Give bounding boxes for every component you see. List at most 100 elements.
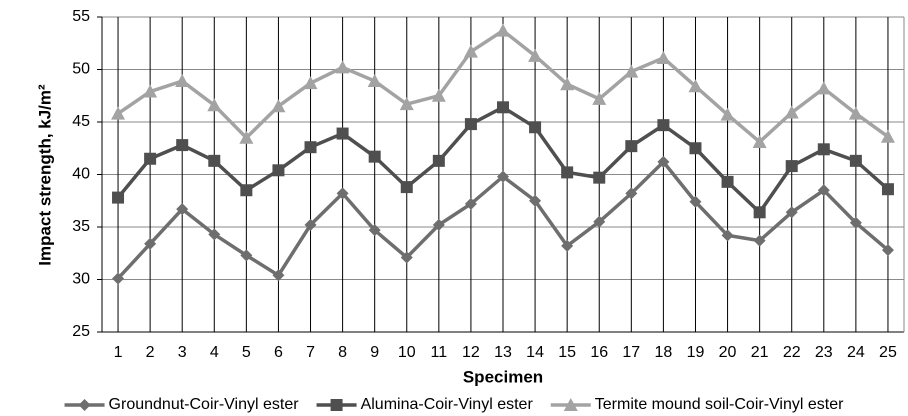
marker (336, 127, 349, 140)
marker (239, 130, 254, 144)
marker (753, 206, 766, 219)
marker (785, 160, 798, 173)
marker (880, 129, 895, 143)
y-tick-label: 25 (72, 323, 90, 340)
marker (207, 98, 222, 112)
y-tick-label: 50 (72, 61, 90, 78)
marker (272, 269, 285, 282)
x-tick-label: 25 (879, 344, 897, 361)
marker (657, 155, 670, 168)
marker (464, 118, 477, 131)
marker (560, 77, 575, 91)
marker (368, 224, 381, 237)
x-tick-label: 12 (462, 344, 480, 361)
x-tick-label: 14 (526, 344, 544, 361)
x-tick-label: 18 (655, 344, 673, 361)
marker (816, 81, 831, 95)
marker (144, 237, 157, 250)
marker (593, 171, 606, 184)
marker (112, 191, 125, 204)
legend-marker (78, 399, 91, 411)
legend-label: Termite mound soil-Coir-Vinyl ester (595, 396, 844, 413)
marker (112, 272, 125, 285)
marker (400, 251, 413, 264)
x-tick-label: 15 (558, 344, 576, 361)
x-tick-label: 7 (306, 344, 315, 361)
y-tick-label: 55 (72, 8, 90, 25)
marker (753, 234, 766, 247)
x-tick-label: 21 (751, 344, 769, 361)
y-tick-label: 40 (72, 166, 90, 183)
marker (592, 91, 607, 105)
marker (848, 106, 863, 120)
marker (561, 166, 574, 179)
x-axis-title: Specimen (463, 367, 543, 386)
marker (144, 152, 157, 165)
marker (689, 195, 702, 208)
x-tick-label: 4 (210, 344, 219, 361)
x-tick-label: 6 (274, 344, 283, 361)
y-axis-title: Impact strength, kJ/m² (35, 84, 54, 266)
marker (561, 239, 574, 252)
y-tick-label: 45 (72, 113, 90, 130)
marker (689, 142, 702, 155)
marker (304, 141, 317, 154)
x-tick-label: 1 (114, 344, 123, 361)
x-tick-label: 23 (815, 344, 833, 361)
marker (529, 121, 542, 134)
marker (464, 197, 477, 210)
y-tick-label: 35 (72, 218, 90, 235)
marker (785, 206, 798, 219)
marker (497, 170, 509, 183)
legend-marker (330, 399, 343, 411)
marker (463, 44, 478, 58)
marker (432, 218, 445, 231)
x-tick-label: 19 (687, 344, 705, 361)
x-tick-label: 20 (719, 344, 737, 361)
marker (528, 48, 543, 62)
x-tick-label: 24 (847, 344, 865, 361)
x-tick-label: 5 (242, 344, 251, 361)
y-tick-label: 30 (72, 271, 90, 288)
marker (881, 183, 894, 196)
marker (752, 134, 767, 148)
marker (271, 99, 286, 113)
marker (176, 203, 189, 216)
x-tick-label: 9 (370, 344, 379, 361)
marker (335, 60, 350, 74)
marker (240, 184, 253, 197)
x-tick-label: 16 (590, 344, 608, 361)
marker (208, 154, 221, 167)
marker (304, 218, 317, 231)
marker (111, 106, 126, 120)
marker (657, 119, 670, 132)
marker (784, 105, 799, 119)
marker (688, 79, 703, 93)
marker (175, 74, 190, 88)
marker (529, 194, 542, 207)
marker (624, 64, 639, 78)
legend-label: Groundnut-Coir-Vinyl ester (109, 396, 300, 413)
marker (881, 244, 894, 257)
marker (721, 229, 734, 242)
legend: Groundnut-Coir-Vinyl ester Alumina-Coir-V… (64, 396, 844, 413)
marker (399, 97, 414, 111)
x-tick-label: 17 (622, 344, 640, 361)
x-tick-label: 2 (146, 344, 155, 361)
marker (400, 181, 413, 194)
marker (303, 76, 318, 90)
legend-label: Alumina-Coir-Vinyl ester (361, 396, 534, 413)
marker (817, 143, 830, 156)
marker (817, 184, 830, 197)
marker (849, 154, 862, 167)
x-tick-label: 13 (494, 344, 512, 361)
x-tick-label: 3 (178, 344, 187, 361)
marker (720, 107, 735, 121)
x-tick-label: 11 (431, 344, 448, 361)
marker (336, 187, 349, 200)
marker (367, 74, 382, 88)
marker (625, 140, 638, 153)
legend-marker (563, 398, 578, 411)
marker (208, 228, 221, 241)
